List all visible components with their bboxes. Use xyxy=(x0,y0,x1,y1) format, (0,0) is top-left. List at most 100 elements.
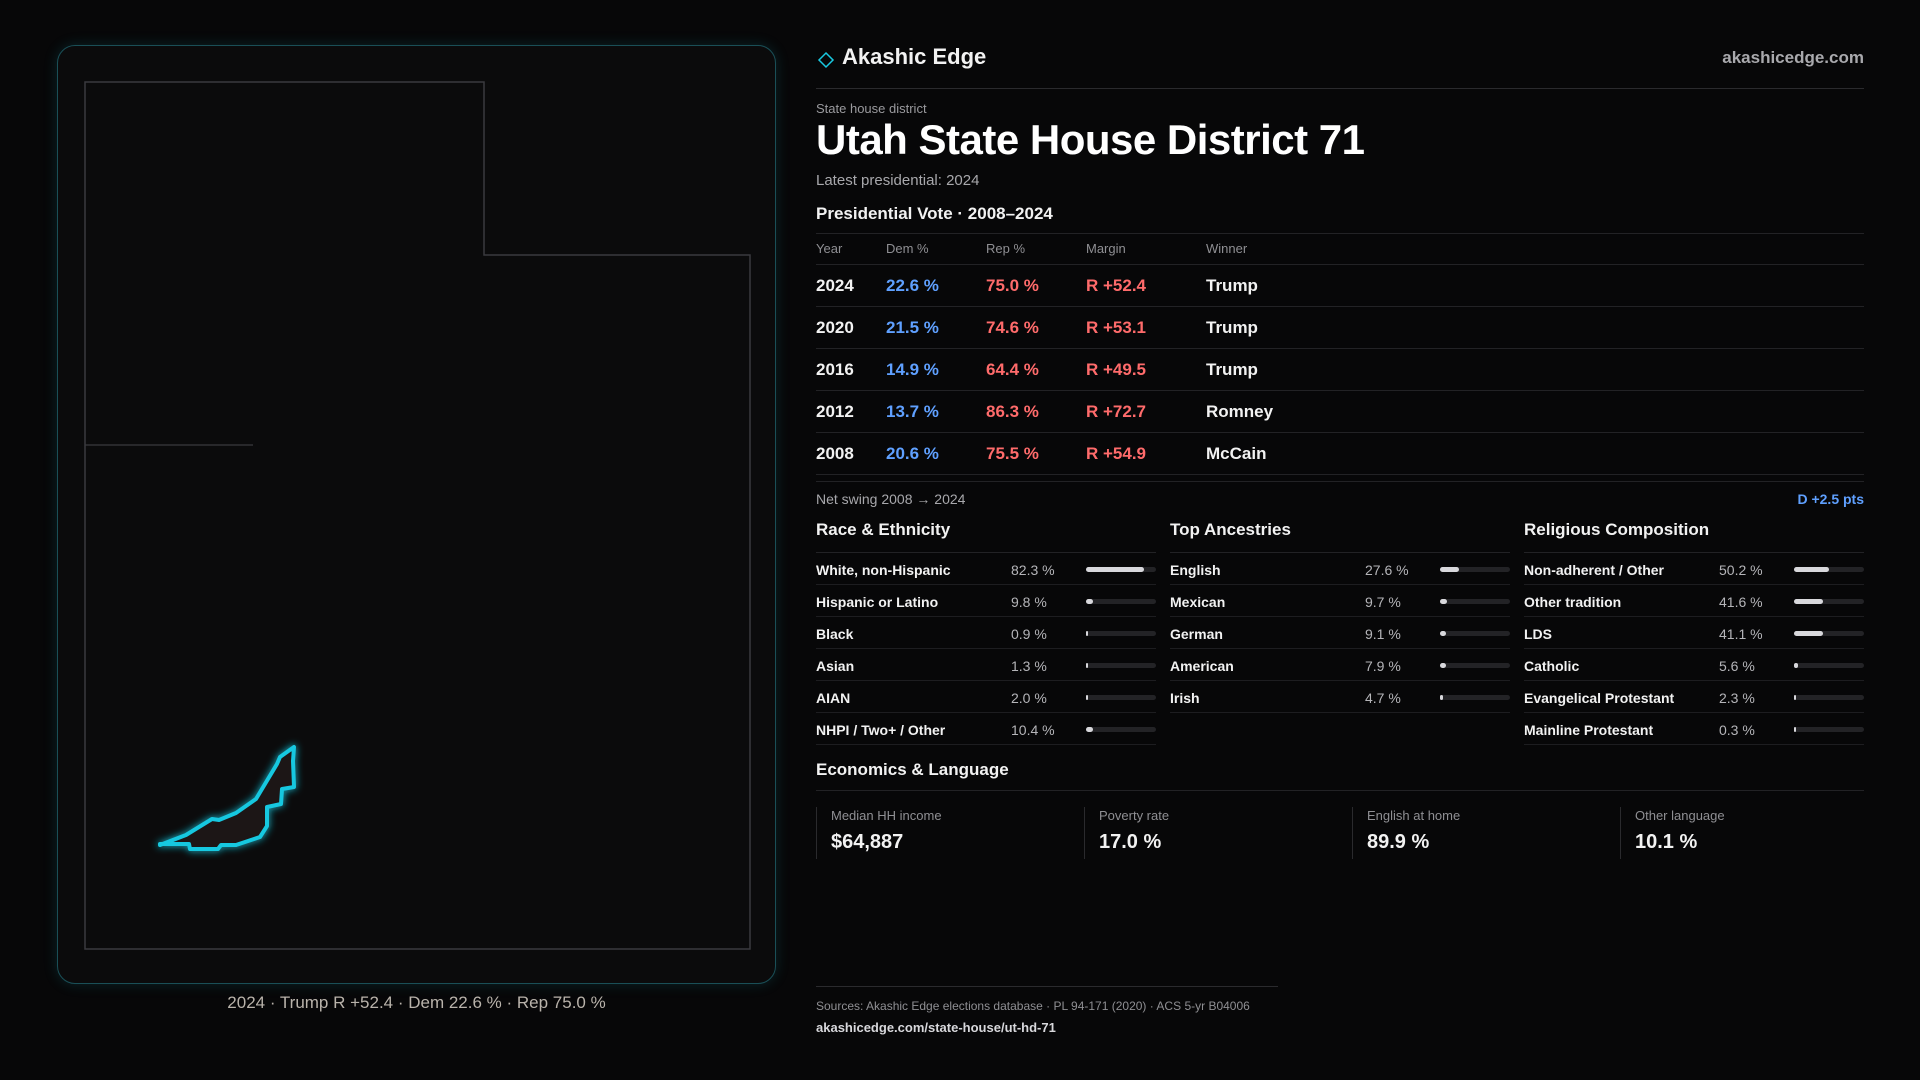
econ-value: $64,887 xyxy=(831,831,904,853)
table-row: 2020 21.5 % 74.6 % R +53.1 Trump xyxy=(816,307,1864,349)
net-swing-label: Net swing 2008 → 2024 xyxy=(816,491,966,507)
stat-row: NHPI / Two+ / Other 10.4 % xyxy=(816,713,1156,745)
map-caption: 2024 · Trump R +52.4 · Dem 22.6 % · Rep … xyxy=(227,993,606,1012)
stat-bar-fill xyxy=(1440,599,1447,604)
economics-title: Economics & Language xyxy=(816,760,1864,791)
table-row: 2012 13.7 % 86.3 % R +72.7 Romney xyxy=(816,391,1864,433)
stat-bar-fill xyxy=(1086,663,1089,668)
net-swing-row: Net swing 2008 → 2024 D +2.5 pts xyxy=(816,481,1864,512)
stat-row: LDS 41.1 % xyxy=(1524,617,1864,649)
stat-list: White, non-Hispanic 82.3 % Hispanic or Lat… xyxy=(816,553,1156,745)
diamond-logo-icon xyxy=(817,51,835,69)
brand-header: Akashic Edge akashicedge.com xyxy=(816,44,1864,89)
stat-label: Catholic xyxy=(1524,658,1580,674)
dem-cell: 20.6 % xyxy=(886,444,939,463)
brand-url[interactable]: akashicedge.com xyxy=(1722,48,1864,67)
source-url-link[interactable]: akashicedge.com/state-house/ut-hd-71 xyxy=(816,1020,1056,1035)
stat-row: AIAN 2.0 % xyxy=(816,681,1156,713)
stat-value: 9.1 % xyxy=(1365,626,1401,642)
stat-value: 41.6 % xyxy=(1719,594,1763,610)
stat-label: Mainline Protestant xyxy=(1524,722,1654,738)
econ-value: 17.0 % xyxy=(1099,831,1162,853)
econ-cell-poverty: Poverty rate 17.0 % xyxy=(1084,807,1349,859)
vote-heading: Presidential Vote · 2008–2024 xyxy=(816,204,1053,223)
stat-value: 9.8 % xyxy=(1011,594,1047,610)
stat-bar xyxy=(1440,695,1510,700)
stat-row: White, non-Hispanic 82.3 % xyxy=(816,553,1156,585)
col-margin-header: Margin xyxy=(1086,241,1126,256)
stat-bar xyxy=(1440,663,1510,668)
state-outline xyxy=(84,81,751,950)
stat-value: 5.6 % xyxy=(1719,658,1755,674)
winner-cell: McCain xyxy=(1206,444,1267,463)
stat-label: Hispanic or Latino xyxy=(816,594,939,610)
margin-cell: R +52.4 xyxy=(1086,276,1147,295)
stat-bar xyxy=(1086,631,1156,636)
stat-bar xyxy=(1794,695,1864,700)
sources-footer: Sources: Akashic Edge elections database… xyxy=(816,986,1278,1035)
page-title: Utah State House District 71 xyxy=(816,116,1365,163)
stat-bar xyxy=(1794,631,1864,636)
stat-label: Other tradition xyxy=(1524,594,1622,610)
rep-cell: 74.6 % xyxy=(986,318,1039,337)
stat-value: 9.7 % xyxy=(1365,594,1401,610)
stat-bar-fill xyxy=(1440,695,1444,700)
dem-cell: 14.9 % xyxy=(886,360,939,379)
econ-label: Other language xyxy=(1635,808,1725,823)
table-header: Year Dem % Rep % Margin Winner xyxy=(816,234,1864,265)
year-cell: 2024 xyxy=(816,276,854,295)
stat-row: Evangelical Protestant 2.3 % xyxy=(1524,681,1864,713)
stat-row: Mainline Protestant 0.3 % xyxy=(1524,713,1864,745)
stat-row: English 27.6 % xyxy=(1170,553,1510,585)
brand-name: Akashic Edge xyxy=(842,44,987,69)
latest-presidential: Latest presidential: 2024 xyxy=(816,172,980,189)
stat-bar-fill xyxy=(1794,663,1798,668)
district-map xyxy=(84,81,751,950)
stat-label: Non-adherent / Other xyxy=(1524,562,1665,578)
district-type-label: State house district xyxy=(816,101,927,116)
table-row: 2016 14.9 % 64.4 % R +49.5 Trump xyxy=(816,349,1864,391)
stat-label: Evangelical Protestant xyxy=(1524,690,1675,706)
net-swing-value: D +2.5 pts xyxy=(1797,491,1864,507)
stat-bar xyxy=(1794,663,1864,668)
stat-label: Asian xyxy=(816,658,855,674)
stat-label: LDS xyxy=(1524,626,1552,642)
district-map-panel xyxy=(57,45,776,984)
year-cell: 2012 xyxy=(816,402,854,421)
econ-cell-english: English at home 89.9 % xyxy=(1352,807,1617,859)
section-title: Religious Composition xyxy=(1524,520,1864,553)
rep-cell: 75.0 % xyxy=(986,276,1039,295)
stat-bar xyxy=(1440,567,1510,572)
stat-label: Black xyxy=(816,626,854,642)
stat-bar xyxy=(1794,727,1864,732)
stat-bar-fill xyxy=(1086,631,1089,636)
stat-bar-fill xyxy=(1086,727,1094,732)
stat-value: 50.2 % xyxy=(1719,562,1763,578)
stat-row: Non-adherent / Other 50.2 % xyxy=(1524,553,1864,585)
econ-cell-income: Median HH income $64,887 xyxy=(816,807,1081,859)
margin-cell: R +72.7 xyxy=(1086,402,1147,421)
year-cell: 2008 xyxy=(816,444,854,463)
stat-bar xyxy=(1086,663,1156,668)
col-year-header: Year xyxy=(816,241,843,256)
stat-bar xyxy=(1086,567,1156,572)
stat-bar-fill xyxy=(1794,695,1797,700)
dem-cell: 22.6 % xyxy=(886,276,939,295)
econ-label: Poverty rate xyxy=(1099,808,1170,823)
stat-row: American 7.9 % xyxy=(1170,649,1510,681)
dem-cell: 13.7 % xyxy=(886,402,939,421)
stat-bar-fill xyxy=(1794,599,1824,604)
stat-value: 2.3 % xyxy=(1719,690,1755,706)
stat-bar-fill xyxy=(1794,727,1797,732)
stat-value: 82.3 % xyxy=(1011,562,1055,578)
winner-cell: Romney xyxy=(1206,402,1274,421)
stat-value: 4.7 % xyxy=(1365,690,1401,706)
year-cell: 2016 xyxy=(816,360,854,379)
year-cell: 2020 xyxy=(816,318,854,337)
stat-row: Irish 4.7 % xyxy=(1170,681,1510,713)
stat-bar xyxy=(1794,599,1864,604)
table-row: 2024 22.6 % 75.0 % R +52.4 Trump xyxy=(816,265,1864,307)
stat-row: German 9.1 % xyxy=(1170,617,1510,649)
stat-label: Mexican xyxy=(1170,594,1226,610)
stat-value: 7.9 % xyxy=(1365,658,1401,674)
